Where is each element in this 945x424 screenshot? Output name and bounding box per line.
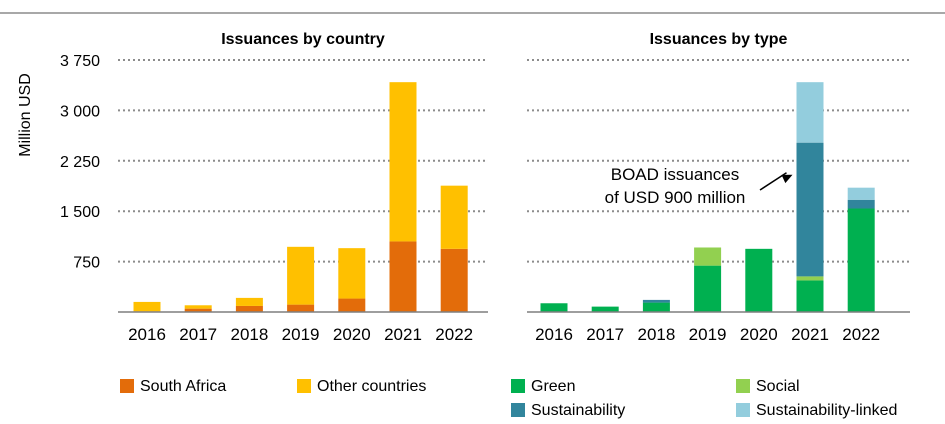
bar-green bbox=[694, 265, 722, 312]
bar-sustainability bbox=[796, 142, 824, 277]
legend-swatch-sustainability-linked bbox=[736, 403, 750, 417]
x-tick-label: 2019 bbox=[282, 325, 320, 344]
annotation-arrow-head bbox=[781, 174, 793, 184]
annotation-text: BOAD issuances bbox=[611, 165, 740, 184]
bar-sustainability-linked bbox=[847, 187, 875, 200]
bar-green bbox=[745, 248, 773, 312]
x-tick-label: 2017 bbox=[586, 325, 624, 344]
x-tick-label: 2021 bbox=[384, 325, 422, 344]
x-tick-label: 2018 bbox=[637, 325, 675, 344]
legend-swatch-green bbox=[511, 379, 525, 393]
bar-south-africa bbox=[389, 241, 417, 312]
legend-item-other-countries: Other countries bbox=[297, 378, 426, 396]
bar-other-countries bbox=[235, 297, 263, 306]
y-tick-label: 750 bbox=[73, 255, 100, 272]
bar-south-africa bbox=[287, 304, 315, 312]
bar-sustainability-linked bbox=[796, 82, 824, 143]
x-tick-label: 2019 bbox=[689, 325, 727, 344]
panel-issuances-by-type: Issuances by type 2016 2017 2018 2019 2020 202… bbox=[527, 31, 910, 344]
legend-item-sustainability: Sustainability bbox=[511, 402, 625, 420]
x-tick-label: 2020 bbox=[333, 325, 371, 344]
bar-green bbox=[847, 208, 875, 312]
y-tick-label: 2 250 bbox=[60, 154, 100, 171]
bar-south-africa bbox=[184, 308, 212, 312]
x-tick-label: 2021 bbox=[791, 325, 829, 344]
annotation-text: of USD 900 million bbox=[605, 188, 746, 207]
bar-other-countries bbox=[338, 248, 366, 299]
y-tick-label: 3 750 bbox=[60, 53, 100, 70]
legend-label-other-countries: Other countries bbox=[317, 378, 427, 395]
chart-title: Issuances by type bbox=[650, 31, 788, 48]
legend-label-social: Social bbox=[756, 378, 800, 395]
legend-swatch-other-countries bbox=[297, 379, 311, 393]
bar-other-countries bbox=[133, 301, 161, 312]
x-tick-label: 2022 bbox=[842, 325, 880, 344]
legend-item-social: Social bbox=[736, 378, 800, 396]
y-tick-label: 3 000 bbox=[60, 103, 100, 120]
bar-green bbox=[591, 306, 619, 312]
legend-item-green: Green bbox=[511, 378, 575, 396]
bar-south-africa bbox=[440, 248, 468, 312]
bar-sustainability bbox=[847, 199, 875, 209]
legend-label-sustainability: Sustainability bbox=[531, 402, 626, 419]
x-tick-label: 2016 bbox=[128, 325, 166, 344]
bar-other-countries bbox=[389, 82, 417, 242]
x-tick-label: 2016 bbox=[535, 325, 573, 344]
x-tick-label: 2020 bbox=[740, 325, 778, 344]
legend-item-south-africa: South Africa bbox=[120, 378, 226, 396]
bar-other-countries bbox=[287, 246, 315, 305]
bar-green bbox=[642, 302, 670, 312]
bar-social bbox=[796, 276, 824, 281]
y-axis-label: Million USD bbox=[17, 73, 34, 157]
x-tick-label: 2018 bbox=[230, 325, 268, 344]
bar-south-africa bbox=[338, 298, 366, 312]
panel-issuances-by-country: Issuances by country 750 1 500 2 250 3 000 3 … bbox=[60, 31, 488, 344]
bar-green bbox=[796, 280, 824, 312]
legend-swatch-south-africa bbox=[120, 379, 134, 393]
bar-other-countries bbox=[440, 185, 468, 249]
bar-social bbox=[694, 247, 722, 266]
x-tick-label: 2017 bbox=[179, 325, 217, 344]
legend-label-green: Green bbox=[531, 378, 576, 395]
y-tick-label: 1 500 bbox=[60, 204, 100, 221]
bar-green bbox=[540, 303, 568, 312]
legend-item-sustainability-linked: Sustainability-linked bbox=[736, 402, 897, 420]
x-tick-label: 2022 bbox=[435, 325, 473, 344]
bar-sustainability bbox=[642, 299, 670, 303]
bar-south-africa bbox=[235, 305, 263, 312]
legend-swatch-social bbox=[736, 379, 750, 393]
chart-title: Issuances by country bbox=[221, 31, 385, 48]
legend-swatch-sustainability bbox=[511, 403, 525, 417]
bar-other-countries bbox=[184, 305, 212, 309]
legend-label-sustainability-linked: Sustainability-linked bbox=[756, 402, 898, 419]
legend-label-south-africa: South Africa bbox=[140, 378, 227, 395]
